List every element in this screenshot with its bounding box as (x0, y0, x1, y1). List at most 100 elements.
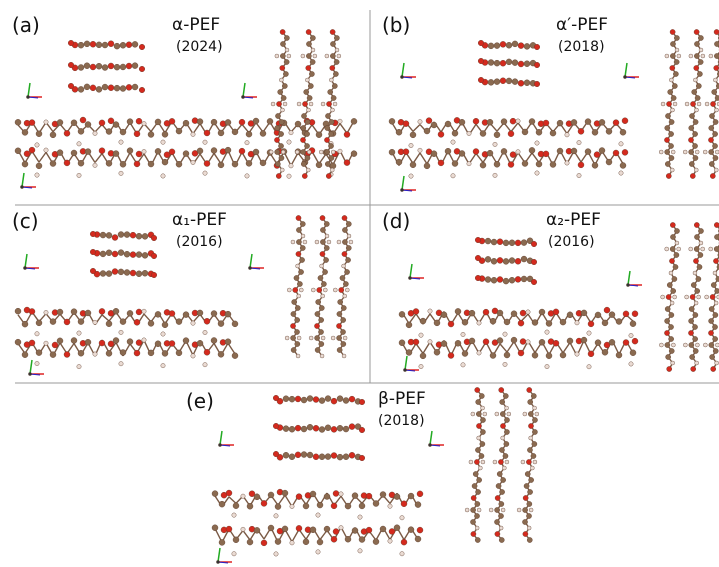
atom (616, 318, 622, 324)
atom (325, 425, 331, 431)
axis-arrow (250, 254, 252, 268)
atom (176, 350, 182, 356)
atom (539, 309, 545, 315)
atom (301, 125, 306, 130)
atom (550, 161, 556, 167)
atom (314, 323, 319, 328)
atom (142, 121, 146, 125)
atom (114, 85, 120, 91)
atom (247, 539, 253, 545)
bond (507, 342, 514, 352)
atom (297, 102, 301, 106)
atom (139, 44, 145, 50)
atom (148, 350, 154, 356)
bond (511, 123, 518, 132)
atom (709, 318, 714, 323)
atom (29, 308, 35, 314)
atom (317, 287, 322, 292)
atom (532, 429, 537, 434)
atom (420, 353, 426, 359)
atom (711, 366, 716, 371)
atom (493, 173, 497, 177)
atom (674, 59, 679, 64)
atom (509, 277, 515, 283)
atom (57, 309, 63, 315)
atom (80, 117, 86, 123)
atom (500, 399, 505, 404)
atom (331, 336, 335, 340)
atom (713, 312, 718, 317)
atom (401, 539, 407, 545)
atom (339, 287, 344, 292)
atom (284, 59, 289, 64)
atom (694, 301, 698, 305)
atom (90, 249, 96, 255)
atom (578, 162, 584, 168)
atom (267, 118, 273, 124)
atom (96, 63, 102, 69)
atom (310, 35, 315, 40)
atom (325, 234, 329, 238)
atom (281, 150, 285, 154)
atom (337, 425, 343, 431)
atom (295, 425, 301, 431)
atom (29, 340, 35, 346)
atom (169, 149, 175, 155)
atom (232, 353, 238, 359)
atom (254, 494, 260, 500)
atom (300, 245, 305, 250)
atom (664, 330, 669, 335)
atom (388, 504, 392, 508)
atom (476, 411, 481, 416)
atom (241, 527, 245, 531)
atom (630, 350, 636, 356)
atom (693, 271, 697, 275)
axis-arrow (430, 431, 432, 445)
atom (462, 351, 468, 357)
atom (504, 441, 509, 446)
atom (715, 150, 719, 154)
atom (136, 118, 142, 124)
atom (501, 508, 505, 512)
atom (695, 95, 700, 100)
atom (306, 53, 311, 58)
atom (161, 363, 165, 367)
atom (176, 161, 182, 167)
atom (113, 308, 119, 314)
atom (351, 118, 357, 124)
atom (685, 295, 689, 299)
atom (295, 396, 301, 402)
atom (431, 151, 437, 157)
atom (477, 321, 481, 325)
atom (112, 234, 118, 240)
atom (336, 323, 341, 328)
atom (677, 247, 681, 251)
atom (670, 246, 675, 251)
atom (130, 252, 136, 258)
atom (313, 397, 319, 403)
atom (219, 501, 225, 507)
atom (71, 337, 77, 343)
atom (475, 255, 481, 261)
atom (225, 339, 231, 345)
atom (148, 320, 154, 326)
atom (276, 173, 281, 178)
atom (106, 271, 112, 277)
atom (278, 131, 283, 136)
atom (136, 271, 142, 277)
atom (664, 137, 669, 142)
atom (297, 294, 301, 298)
atom (527, 447, 532, 452)
atom (434, 349, 440, 355)
atom (693, 78, 697, 82)
atom (294, 329, 299, 334)
atom (330, 65, 335, 70)
atom (400, 188, 403, 191)
atom (343, 398, 349, 404)
atom (191, 132, 195, 136)
atom (629, 362, 633, 366)
atom (665, 113, 670, 118)
atom (339, 492, 343, 496)
atom (394, 525, 400, 531)
atom (113, 337, 119, 343)
